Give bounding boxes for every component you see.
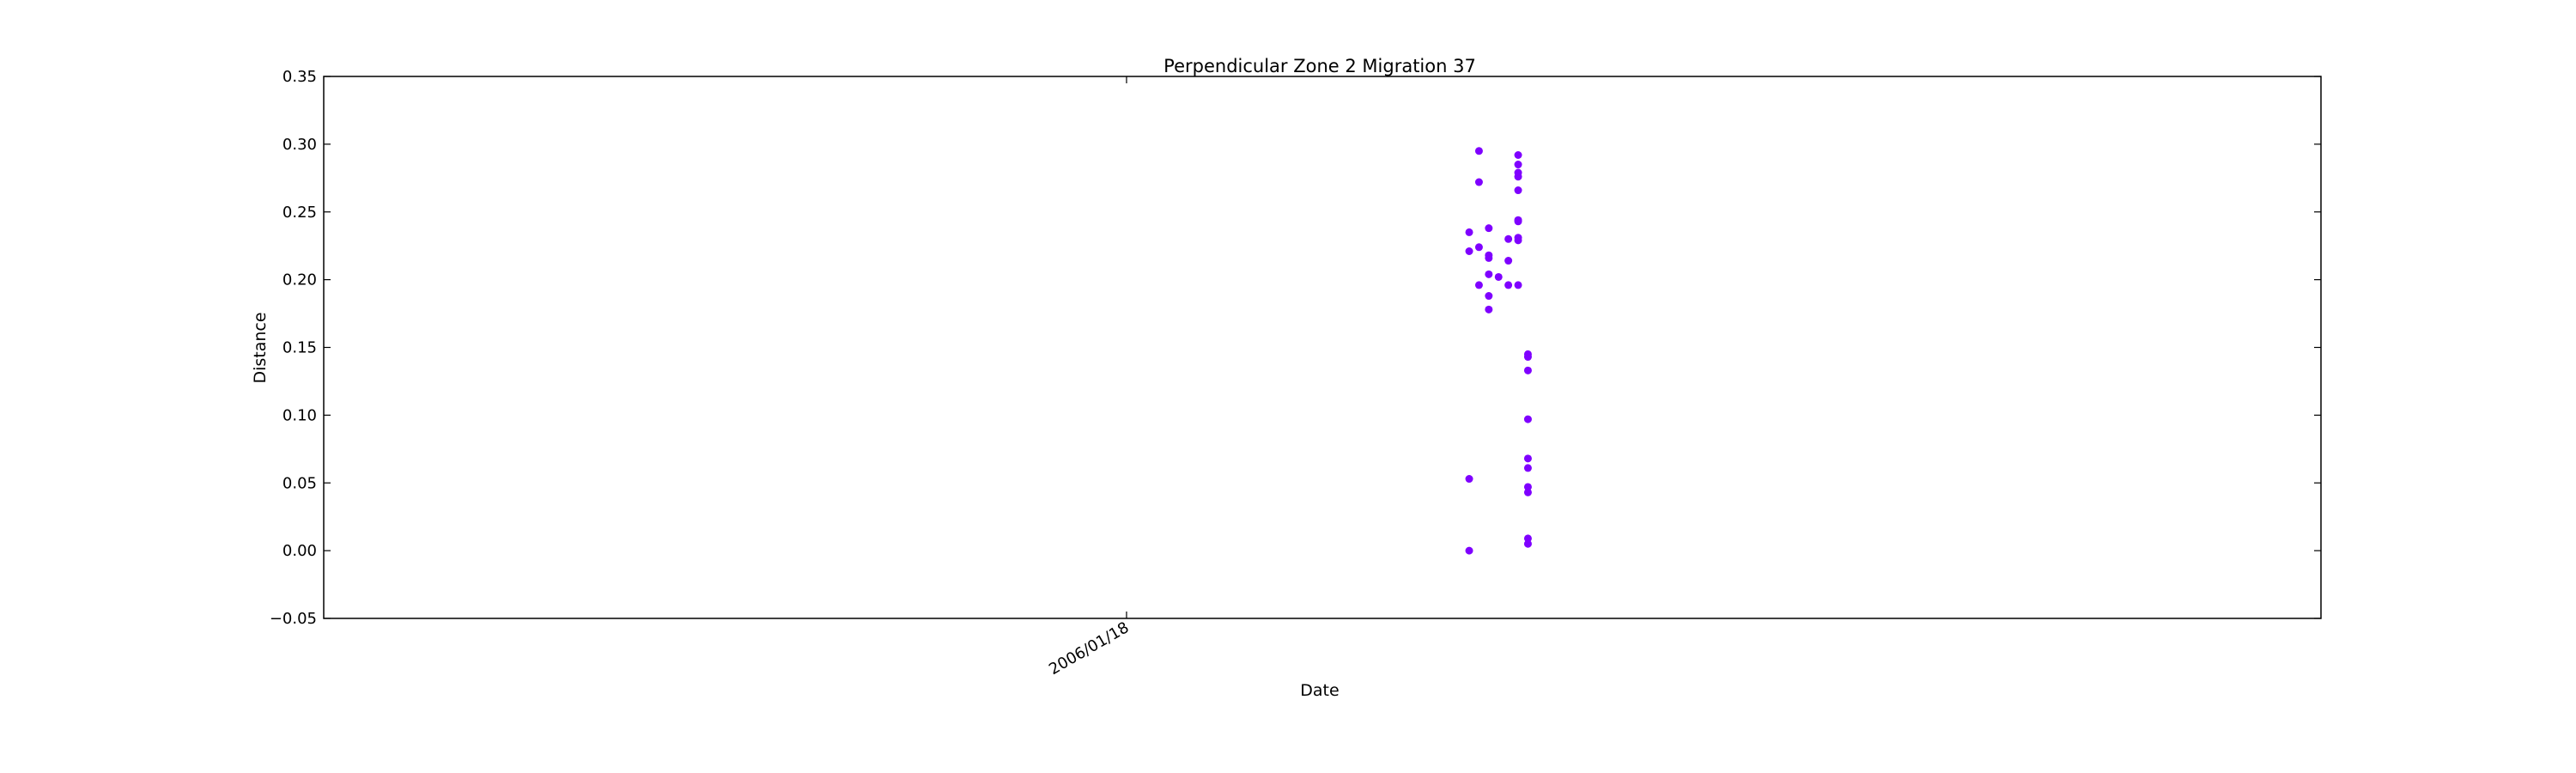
data-point bbox=[1514, 281, 1522, 289]
data-point bbox=[1504, 234, 1513, 243]
y-tick-label: 0.35 bbox=[283, 68, 317, 86]
y-tick-label: 0.10 bbox=[283, 406, 317, 424]
data-point bbox=[1523, 483, 1532, 491]
data-point bbox=[1485, 251, 1493, 259]
data-point bbox=[1465, 475, 1473, 484]
data-point bbox=[1523, 464, 1532, 472]
data-point bbox=[1494, 272, 1503, 281]
data-point bbox=[1474, 281, 1483, 289]
data-point bbox=[1465, 228, 1473, 236]
y-tick-label: 0.00 bbox=[283, 542, 317, 560]
x-axis-label: Date bbox=[1300, 681, 1339, 700]
data-point bbox=[1485, 292, 1493, 301]
data-point bbox=[1514, 173, 1522, 181]
data-point bbox=[1514, 161, 1522, 169]
y-tick-label: 0.15 bbox=[283, 339, 317, 357]
data-point bbox=[1514, 150, 1522, 159]
data-point bbox=[1523, 415, 1532, 423]
data-point bbox=[1474, 178, 1483, 186]
data-point bbox=[1485, 305, 1493, 313]
data-points bbox=[1465, 147, 1532, 555]
y-tick-label: 0.25 bbox=[283, 204, 317, 222]
data-point bbox=[1523, 366, 1532, 374]
y-axis-ticks: −0.05 0.00 0.05 0.10 0.15 0.20 0.25 0.30 0.35 bbox=[270, 68, 2321, 628]
data-point bbox=[1523, 488, 1532, 496]
data-point bbox=[1523, 534, 1532, 543]
data-point bbox=[1514, 217, 1522, 226]
y-tick-label: 0.20 bbox=[283, 271, 317, 289]
data-point bbox=[1474, 147, 1483, 155]
data-point bbox=[1465, 546, 1473, 555]
data-point bbox=[1485, 270, 1493, 278]
data-point bbox=[1523, 454, 1532, 463]
data-point bbox=[1485, 224, 1493, 233]
data-point bbox=[1465, 247, 1473, 255]
y-tick-label: 0.30 bbox=[283, 136, 317, 154]
data-point bbox=[1504, 281, 1513, 289]
data-point bbox=[1523, 539, 1532, 548]
data-point bbox=[1523, 353, 1532, 362]
y-tick-label: 0.05 bbox=[283, 474, 317, 492]
data-point bbox=[1474, 243, 1483, 252]
y-tick-label: −0.05 bbox=[270, 610, 317, 628]
data-point bbox=[1514, 234, 1522, 242]
data-point bbox=[1514, 186, 1522, 195]
y-axis-label: Distance bbox=[251, 312, 270, 383]
chart-title: Perpendicular Zone 2 Migration 37 bbox=[1163, 56, 1476, 76]
data-point bbox=[1504, 257, 1513, 265]
plot-frame bbox=[323, 76, 2322, 619]
